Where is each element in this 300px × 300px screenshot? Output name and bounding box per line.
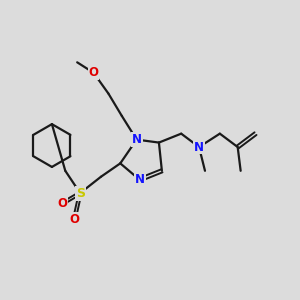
- Text: N: N: [194, 140, 204, 154]
- Text: N: N: [135, 173, 145, 186]
- Text: O: O: [57, 197, 67, 210]
- Text: O: O: [88, 66, 98, 79]
- Text: S: S: [76, 187, 85, 200]
- Text: O: O: [69, 213, 79, 226]
- Text: N: N: [132, 133, 142, 146]
